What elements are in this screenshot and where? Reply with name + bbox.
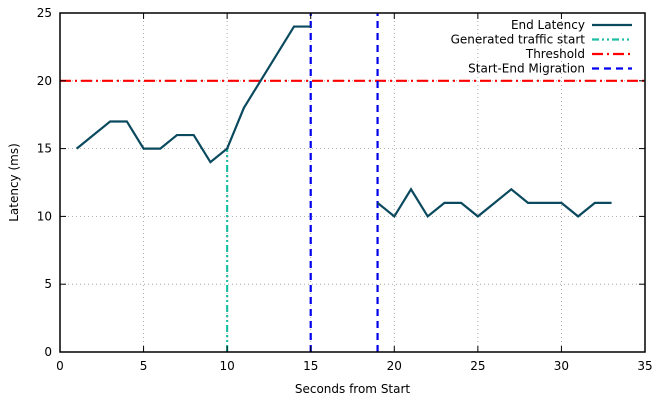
- y-tick-label: 15: [37, 142, 52, 156]
- series-line-segment-0: [76, 25, 311, 164]
- x-tick-label: 25: [470, 359, 485, 373]
- y-tick-label: 5: [44, 277, 52, 291]
- axis-ticks: 0 5 10 15 20 25 30 35 0 5 10 15 20 25: [37, 6, 653, 373]
- x-tick-label: 0: [56, 359, 64, 373]
- legend-label: Generated traffic start: [451, 33, 586, 47]
- x-axis-label: Seconds from Start: [295, 382, 411, 396]
- x-tick-label: 5: [140, 359, 148, 373]
- x-tick-label: 10: [220, 359, 235, 373]
- x-tick-label: 15: [303, 359, 318, 373]
- x-tick-label: 20: [387, 359, 402, 373]
- plot-frame: [59, 12, 646, 353]
- series: [76, 25, 612, 219]
- y-tick-label: 25: [37, 6, 52, 20]
- y-tick-label: 20: [37, 74, 52, 88]
- y-axis-label: Latency (ms): [7, 143, 21, 222]
- y-tick-label: 10: [37, 209, 52, 223]
- reference-lines: [60, 13, 645, 352]
- x-tick-label: 35: [637, 359, 652, 373]
- legend-label: End Latency: [511, 18, 585, 32]
- series-line-segment-1: [376, 187, 612, 219]
- legend-label: Threshold: [525, 47, 585, 61]
- x-tick-label: 30: [554, 359, 569, 373]
- legend-label: Start-End Migration: [468, 62, 585, 76]
- y-tick-label: 0: [44, 345, 52, 359]
